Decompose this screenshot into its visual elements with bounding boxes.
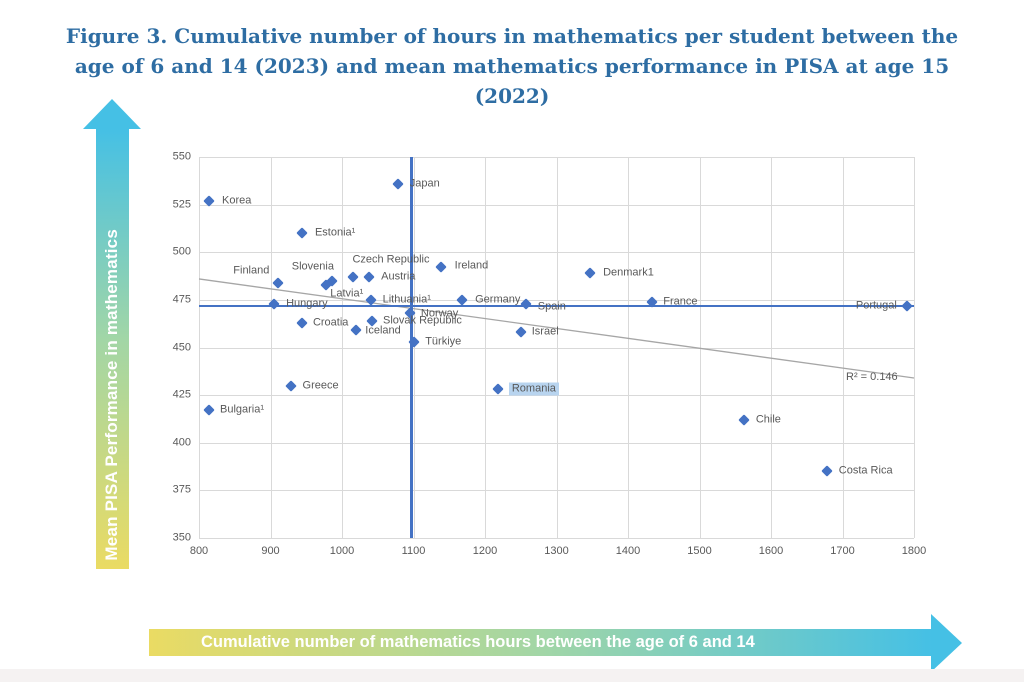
average-hours-reference-line [410, 157, 413, 538]
y-tick-label: 425 [172, 388, 191, 401]
y-tick-label: 400 [172, 436, 191, 449]
data-point-label: Türkiye [425, 335, 462, 348]
gridline-horizontal [199, 204, 914, 206]
x-axis-label: Cumulative number of mathematics hours b… [201, 633, 755, 651]
data-point-label: Germany [475, 293, 521, 306]
x-tick-label: 1800 [901, 545, 927, 557]
data-point-label: Slovak Republic [383, 314, 462, 327]
data-point-label: Hungary [286, 297, 328, 310]
footer-strip [0, 669, 1024, 682]
x-tick-label: 900 [261, 545, 280, 557]
gridline-horizontal [199, 442, 914, 444]
y-tick-label: 450 [172, 341, 191, 353]
arrow-up-icon [83, 99, 141, 129]
x-tick-label: 1200 [472, 545, 498, 557]
gridline-horizontal [199, 157, 914, 158]
data-point-label: Finland [233, 264, 270, 277]
data-point-label: Greece [302, 379, 339, 392]
x-tick-label: 1100 [401, 545, 426, 557]
y-tick-label: 350 [172, 531, 191, 544]
data-point-label: Latvia¹ [330, 287, 364, 300]
x-axis-arrow-shaft: Cumulative number of mathematics hours b… [149, 629, 932, 656]
y-tick-label: 525 [172, 198, 191, 211]
average-score-reference-line [199, 304, 914, 308]
data-point-label: Korea [222, 194, 252, 207]
y-axis-arrow-shaft: Mean PISA Performance in mathematics [95, 129, 129, 569]
y-tick-label: 475 [172, 293, 191, 306]
x-tick-label: 1000 [329, 545, 355, 557]
x-tick-label: 1300 [544, 545, 569, 557]
data-point-label: Chile [755, 413, 781, 426]
figure-title: Figure 3. Cumulative number of hours in … [65, 24, 959, 108]
x-tick-label: 1700 [830, 545, 855, 557]
trendline [198, 278, 915, 379]
y-axis-label: Mean PISA Performance in mathematics [102, 229, 121, 561]
data-point-label: Czech Republic [352, 253, 430, 266]
plot-area: R² = 0.146 800 900 1000 1100 1200 1300 1400 150… [173, 151, 927, 558]
x-tick-label: 1400 [615, 545, 641, 557]
arrow-right-icon [931, 614, 962, 672]
gridline-horizontal [199, 490, 914, 492]
x-tick-label: 1500 [687, 545, 712, 557]
data-point-label: Romania [508, 382, 559, 396]
y-tick-label: 550 [172, 150, 191, 163]
gridline-horizontal [199, 347, 914, 349]
data-point-label: Estonia¹ [314, 226, 356, 239]
data-point-label: Norway [420, 307, 459, 320]
gridline-horizontal [199, 252, 914, 254]
r-squared-label: R² = 0.146 [846, 371, 898, 383]
y-axis-arrow: Mean PISA Performance in mathematics [83, 99, 141, 569]
data-point-label: Japan [409, 177, 440, 190]
data-point-label: Iceland [365, 324, 401, 337]
y-tick-label: 500 [172, 245, 191, 258]
data-point-label: Austria [381, 270, 416, 283]
gridline-horizontal [199, 299, 914, 301]
data-point-label: Portugal [855, 299, 897, 312]
data-point-label: Croatia [312, 316, 349, 329]
gridline-vertical [914, 157, 915, 538]
y-tick-label: 375 [172, 483, 191, 496]
data-point-label: Spain [537, 300, 566, 313]
gridline-horizontal [199, 538, 914, 539]
x-tick-label: 1600 [758, 545, 784, 557]
data-point-label: Bulgaria¹ [220, 403, 265, 416]
data-point-label: Costa Rica [838, 464, 893, 477]
x-tick-label: 800 [189, 545, 209, 557]
data-point-label: Lithuania¹ [382, 293, 431, 306]
data-point-label: Denmark1 [603, 266, 654, 279]
x-axis-arrow: Cumulative number of mathematics hours b… [149, 614, 962, 672]
data-point-label: Ireland [454, 259, 489, 272]
data-point-label: France [663, 295, 698, 308]
data-point-label: Israel [531, 325, 559, 338]
data-point-label: Slovenia [291, 260, 334, 273]
